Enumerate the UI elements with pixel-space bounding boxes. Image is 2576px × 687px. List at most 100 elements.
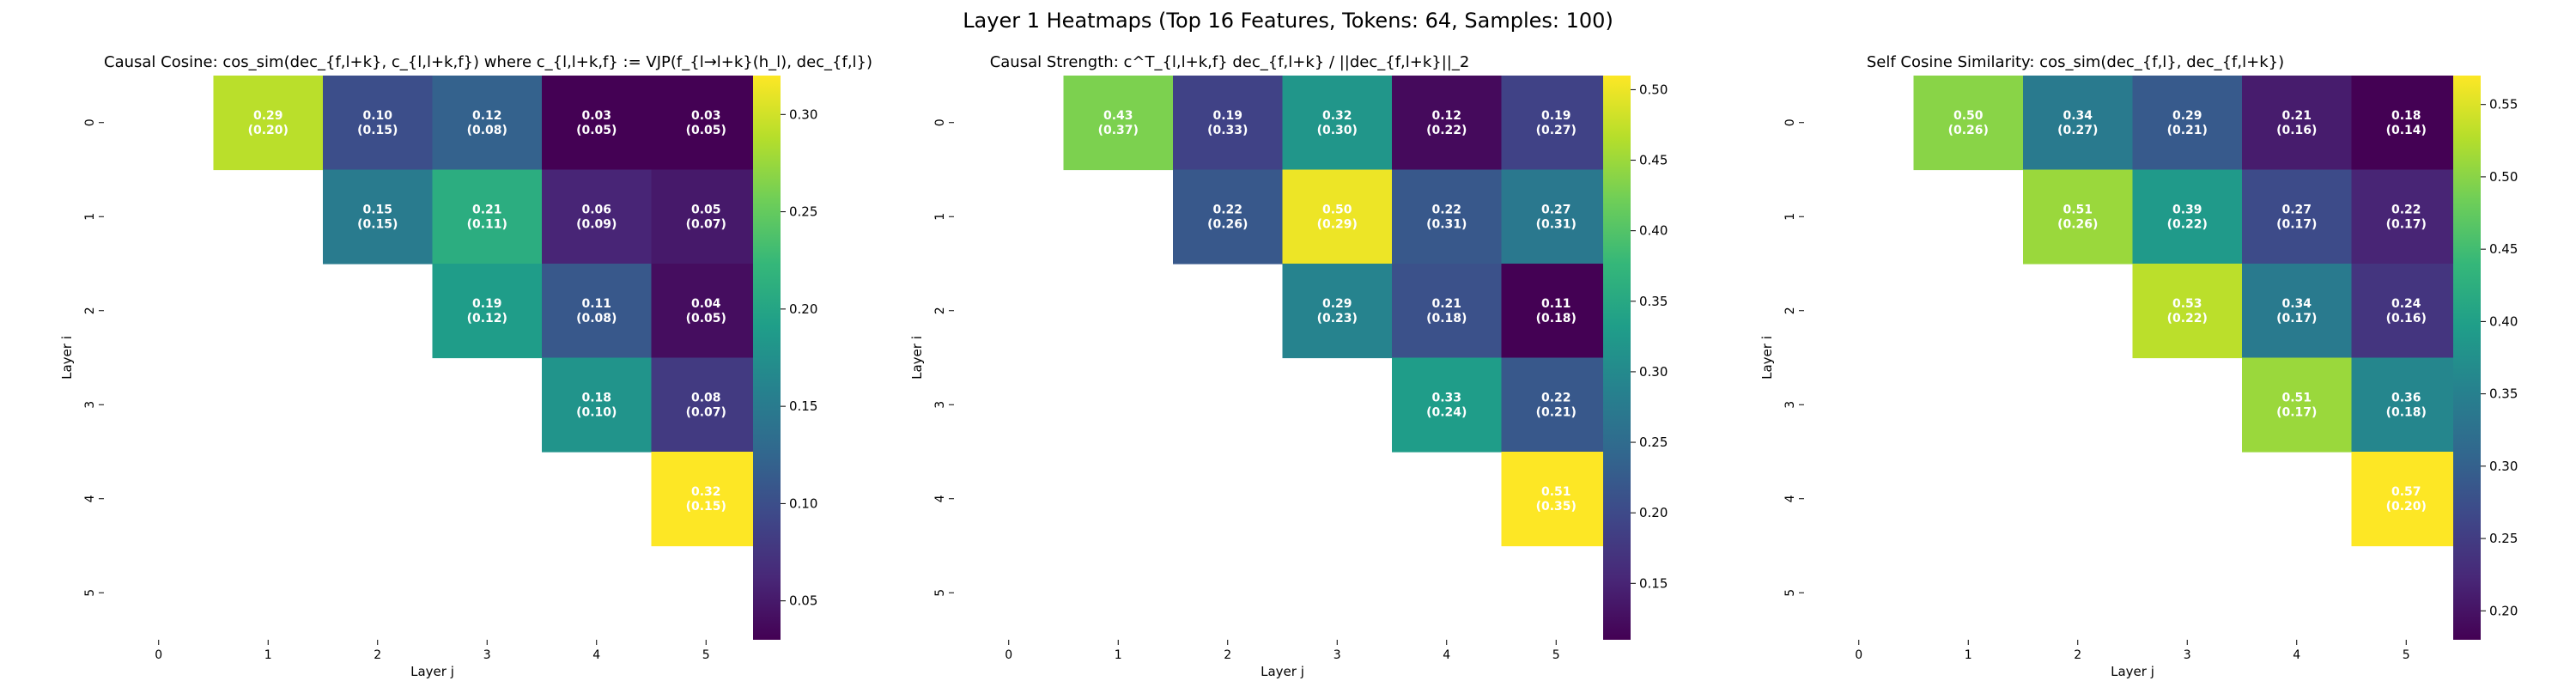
heatmap-cell xyxy=(323,76,434,171)
cell-std-label: (0.08) xyxy=(467,124,507,137)
y-tick-label: 5 xyxy=(83,589,97,597)
cell-value-label: 0.27 xyxy=(1541,203,1571,216)
colorbar: 0.05 0.10 0.15 0.20 0.25 0.30 xyxy=(753,76,817,640)
x-tick-label: 0 xyxy=(1855,648,1862,662)
heatmap-panel-1: Causal Cosine: cos_sim(dec_{f,l+k}, c_{l… xyxy=(59,53,872,679)
cell-std-label: (0.10) xyxy=(576,405,617,419)
x-axis-label: Layer j xyxy=(2111,664,2154,679)
heatmap-cell xyxy=(651,264,762,359)
cell-std-label: (0.05) xyxy=(686,124,726,137)
colorbar-gradient xyxy=(1603,76,1631,640)
cell-value-label: 0.27 xyxy=(2281,203,2312,216)
cell-value-label: 0.32 xyxy=(691,485,721,499)
cell-value-label: 0.50 xyxy=(1953,109,1984,123)
heatmap-cell xyxy=(1392,169,1503,264)
y-tick-label: 4 xyxy=(1783,495,1797,502)
heatmap-cell xyxy=(2132,264,2243,359)
heatmap-cell xyxy=(432,264,543,359)
colorbar-tick-label: 0.35 xyxy=(2489,386,2518,402)
cell-std-label: (0.33) xyxy=(1207,124,1248,137)
cell-std-label: (0.15) xyxy=(686,500,726,514)
heatmap-cell xyxy=(1501,357,1612,453)
y-axis-label: Layer i xyxy=(909,336,925,380)
y-tick-label: 0 xyxy=(83,119,97,126)
colorbar-tick-label: 0.25 xyxy=(2489,531,2518,546)
cell-std-label: (0.15) xyxy=(357,124,398,137)
heatmap-cell xyxy=(1063,76,1174,171)
cell-value-label: 0.33 xyxy=(1431,391,1461,404)
heatmap-cell xyxy=(651,169,762,264)
heatmap-cell xyxy=(651,452,762,547)
heatmap-cell xyxy=(1392,264,1503,359)
cell-value-label: 0.29 xyxy=(253,109,283,123)
y-tick-label: 3 xyxy=(83,401,97,409)
cell-std-label: (0.21) xyxy=(2167,124,2208,137)
y-tick-label: 0 xyxy=(933,119,947,126)
cell-std-label: (0.30) xyxy=(1317,124,1358,137)
colorbar: 0.15 0.20 0.25 0.30 0.35 0.40 0.45 0.50 xyxy=(1603,76,1668,640)
heatmap-cell xyxy=(1282,169,1393,264)
heatmap-panel-3: Self Cosine Similarity: cos_sim(dec_{f,l… xyxy=(1759,53,2518,679)
heatmap-cell xyxy=(542,76,653,171)
cell-std-label: (0.18) xyxy=(2386,405,2427,419)
colorbar-tick-label: 0.25 xyxy=(1639,435,1668,450)
x-tick-label: 3 xyxy=(483,648,491,662)
cell-value-label: 0.22 xyxy=(1212,203,1242,216)
heatmap-cell xyxy=(2351,264,2462,359)
heatmap-cell xyxy=(1501,264,1612,359)
heatmap-cell xyxy=(2132,76,2243,171)
colorbar-gradient xyxy=(753,76,781,640)
cell-value-label: 0.11 xyxy=(581,297,611,311)
heatmap-cell xyxy=(1913,76,2024,171)
y-tick-label: 5 xyxy=(933,589,947,597)
colorbar-tick-label: 0.45 xyxy=(1639,153,1668,168)
cell-std-label: (0.17) xyxy=(2276,312,2317,325)
y-tick-label: 3 xyxy=(1783,401,1797,409)
heatmap-cell xyxy=(1282,264,1393,359)
heatmap-cell xyxy=(1392,357,1503,453)
y-tick-label: 5 xyxy=(1783,589,1797,597)
heatmap-cell xyxy=(2023,76,2134,171)
colorbar-gradient xyxy=(2453,76,2481,640)
cell-std-label: (0.24) xyxy=(1426,405,1467,419)
cell-value-label: 0.19 xyxy=(1541,109,1571,123)
cell-value-label: 0.21 xyxy=(472,203,502,216)
colorbar-tick-label: 0.35 xyxy=(1639,294,1668,309)
cell-std-label: (0.09) xyxy=(576,217,617,231)
cell-value-label: 0.32 xyxy=(1322,109,1352,123)
panel-title: Self Cosine Similarity: cos_sim(dec_{f,l… xyxy=(1867,53,2284,71)
colorbar-tick-label: 0.50 xyxy=(1639,82,1668,97)
x-tick-label: 2 xyxy=(374,648,381,662)
cell-std-label: (0.18) xyxy=(1426,312,1467,325)
cell-value-label: 0.12 xyxy=(1431,109,1461,123)
x-tick-label: 1 xyxy=(1115,648,1122,662)
cell-std-label: (0.21) xyxy=(1536,405,1577,419)
x-tick-label: 3 xyxy=(1334,648,1341,662)
cell-std-label: (0.12) xyxy=(467,312,507,325)
heatmap-cell xyxy=(2242,357,2353,453)
cell-value-label: 0.53 xyxy=(2172,297,2202,311)
x-tick-label: 0 xyxy=(1005,648,1012,662)
cell-value-label: 0.43 xyxy=(1103,109,1133,123)
x-tick-label: 4 xyxy=(2293,648,2300,662)
panel-title: Causal Strength: c^T_{l,l+k,f} dec_{f,l+… xyxy=(990,53,1470,71)
cell-value-label: 0.18 xyxy=(581,391,611,404)
heatmap-cell xyxy=(1501,76,1612,171)
cell-std-label: (0.08) xyxy=(576,312,617,325)
x-tick-label: 5 xyxy=(702,648,710,662)
heatmap-panel-2: Causal Strength: c^T_{l,l+k,f} dec_{f,l+… xyxy=(909,53,1668,679)
heatmap-cell xyxy=(1173,169,1284,264)
cell-value-label: 0.11 xyxy=(1541,297,1571,311)
cell-value-label: 0.22 xyxy=(1431,203,1461,216)
cell-std-label: (0.26) xyxy=(2057,217,2098,231)
cell-value-label: 0.03 xyxy=(581,109,611,123)
x-tick-label: 5 xyxy=(2403,648,2410,662)
colorbar-tick-label: 0.20 xyxy=(1639,505,1668,520)
x-tick-label: 0 xyxy=(155,648,162,662)
x-axis-label: Layer j xyxy=(410,664,454,679)
figure-title: Layer 1 Heatmaps (Top 16 Features, Token… xyxy=(963,9,1613,33)
colorbar-tick-label: 0.30 xyxy=(1639,364,1668,380)
cell-std-label: (0.26) xyxy=(1948,124,1989,137)
heatmap-cell xyxy=(1173,76,1284,171)
cell-value-label: 0.57 xyxy=(2391,485,2421,499)
